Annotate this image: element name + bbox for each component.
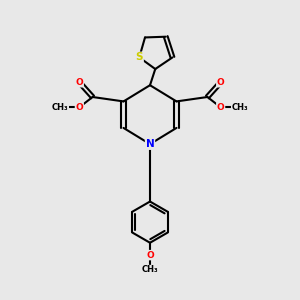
Text: CH₃: CH₃ [142,265,158,274]
Text: O: O [217,103,224,112]
Text: CH₃: CH₃ [52,103,68,112]
Text: O: O [146,250,154,260]
Text: O: O [76,103,83,112]
Text: O: O [76,78,83,87]
Text: O: O [217,78,224,87]
Text: S: S [136,52,143,62]
Text: CH₃: CH₃ [232,103,248,112]
Text: N: N [146,139,154,149]
